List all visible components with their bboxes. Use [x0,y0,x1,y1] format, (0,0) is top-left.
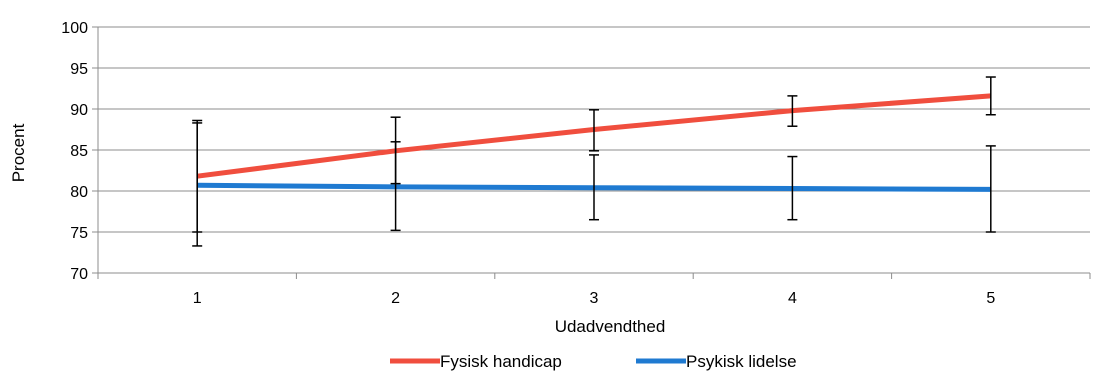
y-tick-label: 100 [61,20,88,37]
y-axis-title: Procent [9,123,28,182]
y-tick-label: 80 [70,184,88,201]
y-tick-label: 75 [70,225,88,242]
y-tick-label: 85 [70,143,88,160]
x-tick-label: 1 [193,290,202,307]
x-tick-labels: 1 2 3 4 5 [193,290,996,307]
y-tick-labels: 70 75 80 85 90 95 100 [61,20,88,283]
error-bar [589,109,599,152]
x-tick-label: 2 [391,290,400,307]
error-bar [192,122,203,247]
y-tick-label: 90 [70,102,88,119]
legend: Fysisk handicap Psykisk lidelse [390,352,797,371]
y-tick-label: 95 [70,61,88,78]
axes [92,26,1091,279]
x-tick-label: 3 [590,290,599,307]
legend-label: Psykisk lidelse [686,352,797,371]
y-tick-label: 70 [70,266,88,283]
x-axis-title: Udadvendthed [555,317,666,336]
x-tick-label: 5 [986,290,995,307]
error-bar [787,155,798,221]
legend-item: Psykisk lidelse [636,352,797,371]
error-bar [985,145,996,233]
error-bars [192,76,996,247]
error-bar [390,141,401,232]
error-bar [985,76,996,116]
legend-label: Fysisk handicap [440,352,562,371]
x-tick-label: 4 [788,290,797,307]
legend-item: Fysisk handicap [390,352,562,371]
error-bar [787,95,798,127]
error-bar [589,154,599,221]
